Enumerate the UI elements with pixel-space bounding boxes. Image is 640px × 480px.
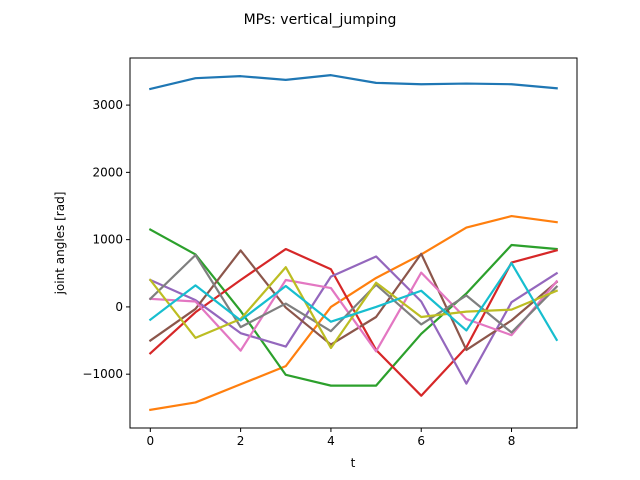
x-tick-label-4: 8 <box>508 434 516 448</box>
chart-title: MPs: vertical_jumping <box>244 12 397 28</box>
series-line-7 <box>148 254 559 334</box>
x-tick-label-0: 0 <box>146 434 154 448</box>
y-tick-label-0: −1000 <box>82 367 123 381</box>
series-line-3 <box>148 247 559 397</box>
series-line-0 <box>148 74 558 91</box>
series-line-6 <box>149 271 559 353</box>
x-tick-label-1: 2 <box>237 434 245 448</box>
x-axis-label: t <box>351 456 356 470</box>
series-line-4 <box>148 255 559 385</box>
plot-frame <box>129 57 578 429</box>
y-tick-label-2: 1000 <box>92 233 123 247</box>
y-axis-ticks: −1000 0 1000 2000 3000 <box>82 98 130 381</box>
y-tick-label-1: 0 <box>115 300 123 314</box>
series-line-2 <box>148 228 558 387</box>
y-tick-label-4: 3000 <box>92 98 123 112</box>
series-line-5 <box>148 249 559 352</box>
series-line-9 <box>148 262 559 342</box>
x-tick-label-3: 6 <box>417 434 425 448</box>
y-axis-label: joint angles [rad] <box>53 192 67 296</box>
series-layer <box>148 74 559 412</box>
x-tick-label-2: 4 <box>327 434 335 448</box>
x-axis-ticks: 0 2 4 6 8 <box>146 428 515 448</box>
y-tick-label-3: 2000 <box>92 165 123 179</box>
series-line-1 <box>149 214 558 412</box>
